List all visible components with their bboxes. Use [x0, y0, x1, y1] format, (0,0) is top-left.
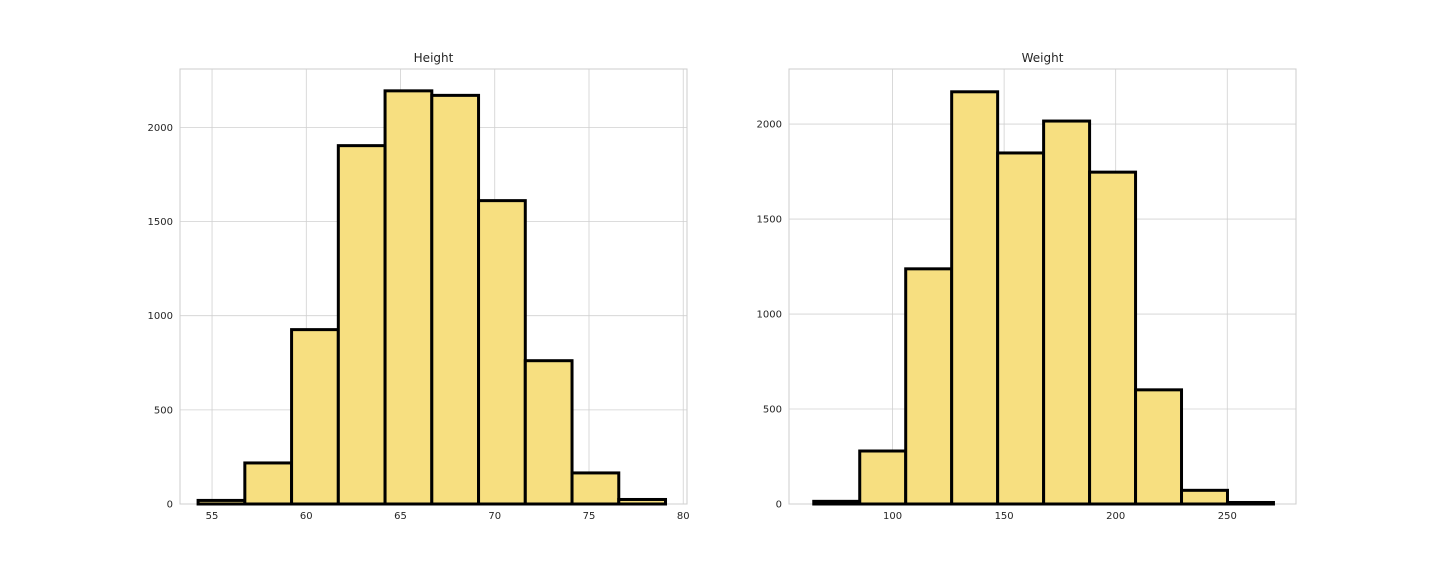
weight-y-tick-label: 2000 — [757, 120, 782, 131]
weight-histogram-panel: 100 150 200 250 0 500 1000 1500 2000 Weight — [757, 51, 1297, 522]
height-histogram-bar — [383, 89, 434, 506]
weight-x-ticks: 100 150 200 250 — [883, 511, 1237, 522]
height-x-tick-label: 55 — [206, 511, 219, 522]
height-x-tick-label: 75 — [583, 511, 596, 522]
weight-x-tick-label: 150 — [995, 511, 1014, 522]
weight-histogram-bar — [1225, 500, 1275, 506]
height-y-tick-label: 500 — [154, 405, 173, 416]
height-y-tick-label: 0 — [167, 500, 173, 511]
weight-histogram-bar — [1180, 488, 1229, 506]
height-histogram-bar — [617, 497, 668, 506]
height-x-tick-label: 80 — [677, 511, 690, 522]
weight-bars — [812, 90, 1275, 506]
weight-x-tick-label: 250 — [1218, 511, 1237, 522]
weight-histogram-bar — [904, 267, 954, 506]
weight-histogram-bar — [1134, 388, 1184, 506]
weight-histogram-bar — [858, 449, 908, 506]
weight-histogram-bar — [950, 90, 1000, 506]
weight-histogram-bar — [812, 499, 862, 506]
weight-x-tick-label: 200 — [1106, 511, 1125, 522]
weight-y-tick-label: 1000 — [757, 310, 782, 321]
height-y-tick-label: 1500 — [148, 217, 173, 228]
height-chart-title: Height — [414, 51, 454, 65]
weight-histogram-bar — [1042, 119, 1092, 506]
height-y-ticks: 0 500 1000 1500 2000 — [148, 123, 173, 511]
height-y-tick-label: 2000 — [148, 123, 173, 134]
weight-y-tick-label: 0 — [776, 500, 782, 511]
height-y-tick-label: 1000 — [148, 311, 173, 322]
height-bars — [196, 89, 668, 506]
height-x-tick-label: 70 — [488, 511, 501, 522]
weight-y-tick-label: 500 — [763, 405, 782, 416]
weight-histogram-bar — [996, 151, 1046, 506]
weight-histogram-bar — [1088, 170, 1138, 506]
height-histogram-bar — [430, 93, 481, 506]
weight-x-tick-label: 100 — [883, 511, 902, 522]
height-x-tick-label: 65 — [394, 511, 407, 522]
height-histogram-panel: 55 60 65 70 75 80 0 500 1000 1500 2000 Height — [148, 51, 690, 522]
height-histogram-bar — [196, 498, 247, 506]
weight-chart-title: Weight — [1022, 51, 1064, 65]
weight-y-ticks: 0 500 1000 1500 2000 — [757, 120, 782, 511]
height-histogram-bar — [523, 359, 574, 506]
height-histogram-bar — [336, 144, 387, 506]
height-x-tick-label: 60 — [300, 511, 313, 522]
height-histogram-bar — [243, 461, 294, 506]
height-histogram-bar — [570, 471, 621, 506]
weight-y-tick-label: 1500 — [757, 215, 782, 226]
height-histogram-bar — [477, 199, 527, 506]
height-x-ticks: 55 60 65 70 75 80 — [206, 511, 690, 522]
height-histogram-bar — [290, 328, 340, 506]
